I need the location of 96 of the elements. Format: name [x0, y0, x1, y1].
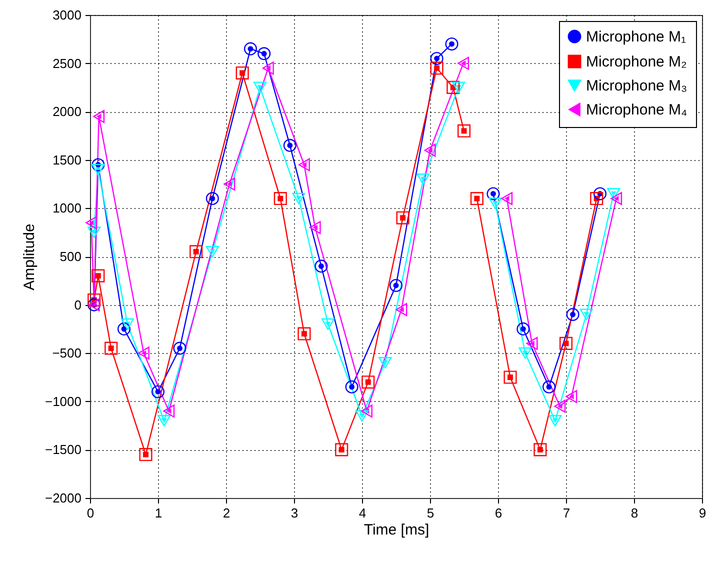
point — [355, 410, 369, 422]
point — [396, 303, 408, 316]
point — [258, 47, 271, 60]
point — [396, 211, 410, 224]
x-tick-label: 3 — [290, 506, 298, 520]
legend-label: Microphone M₁ — [586, 28, 686, 46]
point — [190, 245, 203, 258]
point — [516, 322, 530, 336]
point — [274, 192, 287, 206]
point — [362, 376, 375, 389]
y-tick-label: 1500 — [52, 152, 82, 168]
point — [548, 414, 562, 426]
point — [610, 192, 622, 206]
y-tick-label: −1000 — [44, 394, 82, 409]
point — [424, 144, 436, 157]
point — [446, 80, 460, 94]
x-tick-label: 1 — [154, 506, 162, 520]
point — [504, 370, 517, 384]
point — [138, 346, 150, 360]
point — [378, 357, 392, 368]
point — [321, 318, 335, 330]
point — [335, 443, 348, 456]
point — [488, 198, 502, 210]
point — [445, 37, 458, 50]
y-tick-label: 2500 — [52, 56, 82, 71]
point — [430, 52, 444, 65]
legend-label: Microphone M₂ — [586, 54, 688, 70]
point — [580, 308, 593, 320]
point — [526, 336, 538, 350]
point — [244, 42, 257, 56]
point — [86, 216, 98, 230]
point — [206, 192, 219, 206]
point — [117, 322, 131, 336]
point — [93, 110, 105, 123]
point — [534, 443, 547, 456]
point — [566, 308, 580, 321]
x-tick-label: 8 — [630, 506, 638, 520]
point — [590, 192, 604, 206]
y-tick-label: 1000 — [52, 200, 82, 216]
point — [389, 278, 403, 292]
x-tick-label: 2 — [222, 506, 230, 520]
point — [253, 82, 267, 94]
point — [298, 327, 311, 340]
point — [518, 347, 532, 359]
point — [314, 260, 328, 273]
point — [542, 380, 556, 394]
x-axis-title: Time [ms] — [364, 522, 430, 538]
point — [283, 138, 296, 152]
point — [486, 187, 500, 200]
x-tick-label: 5 — [426, 506, 434, 520]
point — [104, 342, 118, 355]
point — [345, 380, 358, 394]
point — [151, 385, 165, 398]
point — [593, 187, 607, 200]
y-axis-title: Amplitude — [20, 224, 38, 290]
point — [236, 66, 249, 80]
point — [501, 192, 513, 206]
point — [92, 158, 105, 172]
x-tick-label: 4 — [358, 506, 366, 520]
point — [224, 178, 236, 191]
point — [92, 164, 105, 176]
point — [158, 414, 171, 426]
point — [554, 400, 566, 413]
point — [173, 342, 186, 355]
point — [92, 269, 105, 282]
point — [430, 62, 444, 75]
point — [458, 56, 470, 70]
legend-label: Microphone M₃ — [586, 78, 688, 94]
point — [262, 62, 274, 75]
y-tick-label: −1500 — [44, 442, 82, 458]
point — [292, 192, 306, 204]
point — [559, 336, 573, 350]
x-tick-label: 6 — [494, 506, 502, 520]
y-tick-label: 2000 — [52, 104, 82, 120]
point — [120, 318, 134, 330]
point — [163, 404, 175, 418]
point — [452, 82, 466, 94]
point — [416, 173, 430, 185]
y-tick-label: −2000 — [44, 490, 82, 506]
x-tick-label: 7 — [562, 506, 570, 520]
y-tick-label: 500 — [60, 249, 82, 264]
point — [309, 221, 321, 234]
y-tick-label: 3000 — [52, 8, 82, 22]
point — [607, 188, 620, 200]
point — [206, 246, 219, 258]
point — [566, 390, 578, 404]
x-tick-label: 0 — [86, 506, 94, 520]
legend-label: Microphone M₄ — [586, 102, 688, 118]
point — [470, 192, 484, 206]
y-tick-label: −500 — [52, 346, 82, 361]
point — [88, 226, 101, 238]
y-tick-label: 0 — [74, 297, 82, 312]
point — [298, 158, 310, 172]
x-tick-label: 9 — [698, 506, 706, 520]
point — [457, 124, 471, 138]
point — [139, 448, 152, 462]
